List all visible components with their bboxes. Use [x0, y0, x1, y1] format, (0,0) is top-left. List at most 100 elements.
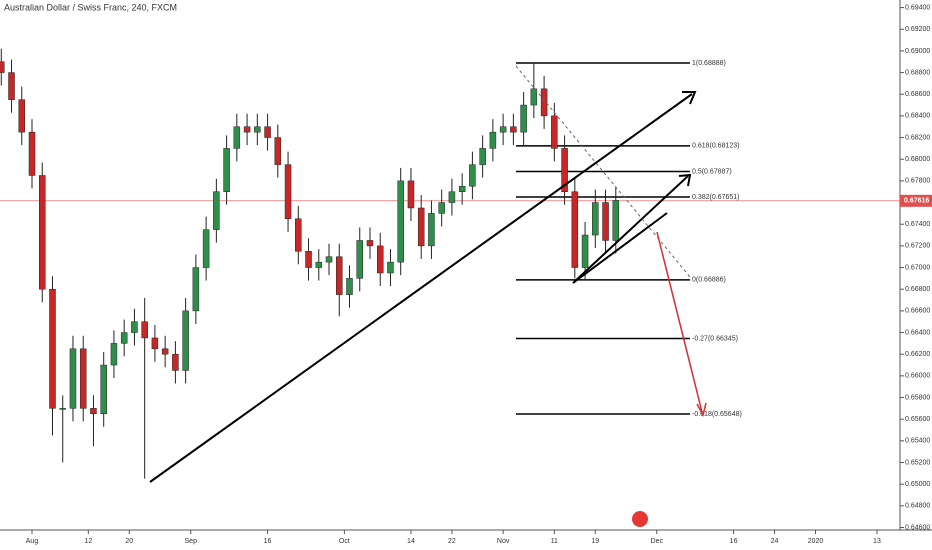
candle-body [284, 164, 292, 220]
y-tick-label: 0.65600 [905, 416, 930, 423]
trend-line [149, 93, 693, 483]
candle-body [540, 88, 548, 117]
fib-label: 0.382(0.67651) [692, 194, 739, 201]
candle-body [489, 131, 497, 149]
wedge-line [572, 212, 668, 284]
candle-body [192, 267, 200, 312]
x-tick-label: 19 [591, 538, 599, 545]
y-tick-label: 0.69000 [905, 48, 930, 55]
plot: 0.64600 0.64800 0.65000 0.65200 0.65400 0.656… [0, 4, 932, 545]
candle-body [243, 126, 251, 133]
y-tick-label: 0.66600 [905, 308, 930, 315]
candle-body [479, 148, 486, 165]
chart-title: Australian Dollar / Swiss Franc, 240, FX… [4, 2, 177, 12]
arrow-head [696, 402, 707, 418]
x-tick-label: Dec [651, 538, 664, 545]
candle-body [520, 104, 527, 133]
candle-body [38, 175, 46, 290]
x-tick-label: 14 [407, 538, 415, 545]
fib-label: 1(0.68888) [692, 60, 726, 67]
fib-label: 0.618(0.68123) [692, 143, 739, 150]
candle-body [397, 180, 404, 263]
candle-body [295, 218, 302, 252]
y-tick-label: 0.67800 [905, 178, 930, 185]
candle-body [336, 256, 343, 295]
candle-body [407, 180, 415, 209]
candle-body [59, 408, 66, 410]
candle-body [581, 234, 589, 268]
candle-body [172, 353, 179, 371]
candle-body [571, 191, 579, 268]
candle-body [274, 137, 282, 165]
y-tick-label: 0.67200 [905, 243, 930, 250]
x-tick-label: 12 [84, 538, 92, 545]
candle-body [202, 229, 210, 268]
projection-line [656, 231, 703, 413]
y-tick-label: 0.68600 [905, 91, 930, 98]
candle-body [233, 126, 241, 149]
candle-body [592, 202, 599, 236]
last-price-label: 0.67616 [904, 198, 929, 205]
last-price-tag [900, 194, 932, 207]
candle-body [428, 213, 435, 247]
candle-body [551, 115, 558, 149]
y-tick-label: 0.68800 [905, 69, 930, 76]
arrow-head [678, 173, 692, 187]
candle-body [561, 148, 568, 192]
candle-body [8, 72, 15, 100]
fib-label: 0(0.66886) [692, 277, 726, 284]
fib-label: -0.27(0.66345) [692, 335, 738, 342]
candle-body [0, 61, 5, 73]
candle-body [458, 186, 466, 192]
candle-body [141, 321, 148, 339]
candle-body [305, 251, 312, 268]
y-tick-label: 0.65800 [905, 394, 930, 401]
x-tick-label: Oct [339, 538, 350, 545]
candle-body [100, 364, 107, 415]
candle-body [356, 240, 363, 279]
candle-body [18, 99, 26, 133]
candle-body [438, 202, 445, 214]
candle-body [417, 207, 425, 247]
x-tick-label: 20 [125, 538, 133, 545]
y-tick-label: 0.66800 [905, 286, 930, 293]
x-tick-label: 24 [771, 538, 779, 545]
candle-body [90, 408, 97, 415]
candle-body [79, 348, 87, 409]
candle-body [612, 200, 620, 241]
candle-body [110, 343, 118, 366]
candle-body [387, 261, 394, 274]
y-tick-label: 0.64800 [905, 503, 930, 510]
candle-body [223, 148, 230, 192]
y-tick-label: 0.66400 [905, 329, 930, 336]
fib-label: -0.618(0.65648) [692, 411, 742, 418]
candle-body [254, 126, 261, 133]
x-tick-label: 2020 [808, 538, 824, 545]
arrow-head [682, 91, 697, 105]
y-tick-label: 0.65200 [905, 459, 930, 466]
y-tick-label: 0.68000 [905, 156, 930, 163]
candle-body [161, 348, 169, 355]
candle-body [120, 332, 128, 344]
candle-body [448, 191, 456, 203]
y-tick-label: 0.66200 [905, 351, 930, 358]
x-tick-label: 16 [730, 538, 738, 545]
drawings [149, 65, 707, 483]
candle-body [49, 288, 56, 409]
x-tick-label: Aug [26, 538, 39, 545]
y-tick-label: 0.65400 [905, 438, 930, 445]
candle-body [346, 278, 353, 295]
candle-body [28, 131, 36, 176]
candle-body [469, 164, 476, 187]
logo-mark [632, 511, 648, 527]
candle-body [325, 256, 333, 263]
candle-body [151, 337, 159, 350]
candle-body [530, 88, 538, 106]
candle-body [69, 348, 77, 409]
candle-body [366, 240, 374, 247]
candle-body [602, 202, 609, 241]
wedge-line [572, 175, 689, 284]
candle-body [499, 126, 507, 133]
